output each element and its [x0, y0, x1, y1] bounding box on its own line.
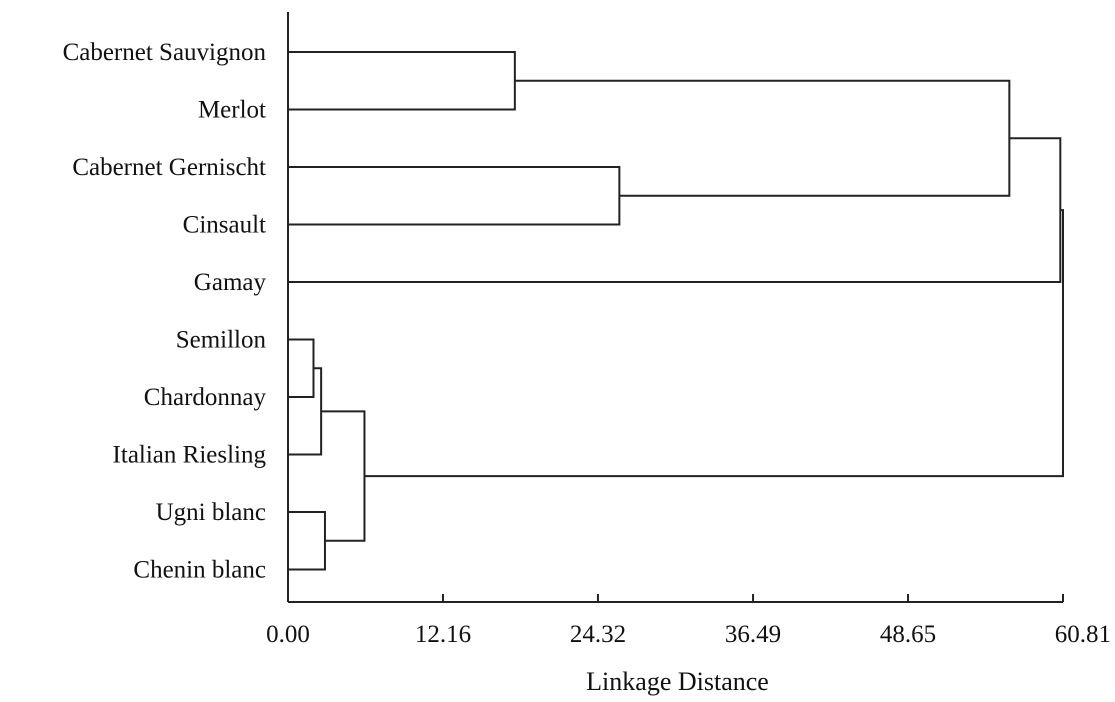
dendrogram-link [288, 137, 1062, 283]
leaf-label: Chardonnay [144, 384, 267, 411]
x-tick-label: 24.32 [570, 621, 626, 648]
dendrogram-link [514, 79, 1011, 197]
x-tick-label: 48.65 [880, 621, 936, 648]
dendrogram-link [288, 338, 315, 398]
x-tick-label: 36.49 [725, 621, 781, 648]
leaf-label: Ugni blanc [156, 499, 266, 526]
x-axis-title: Linkage Distance [586, 667, 769, 696]
leaf-label: Cabernet Gernischt [72, 154, 266, 181]
dendrogram-link [321, 410, 366, 542]
leaf-label: Chenin blanc [133, 557, 266, 584]
dendrogram-link [288, 166, 621, 226]
leaf-label: Italian Riesling [113, 442, 267, 469]
x-tick-label: 60.81 [1055, 621, 1111, 648]
x-axis: 0.00 12.16 24.32 36.49 48.65 60.81 [266, 12, 1111, 648]
dendrogram-links [288, 51, 1064, 571]
x-tick-label: 0.00 [266, 621, 310, 648]
leaf-label: Semillon [176, 327, 267, 354]
x-axis-ticks: 0.00 12.16 24.32 36.49 48.65 60.81 [266, 594, 1111, 648]
x-tick-label: 12.16 [415, 621, 471, 648]
dendrogram-link [288, 511, 326, 571]
leaf-label: Cabernet Sauvignon [63, 39, 267, 66]
leaf-label: Cinsault [183, 212, 266, 239]
dendrogram-link [364, 209, 1064, 478]
leaf-labels: Cabernet Sauvignon Merlot Cabernet Gernisc… [63, 39, 267, 584]
dendrogram-link [288, 51, 516, 111]
leaf-label: Gamay [194, 269, 267, 296]
leaf-label: Merlot [198, 97, 266, 124]
dendrogram-link [288, 367, 323, 456]
